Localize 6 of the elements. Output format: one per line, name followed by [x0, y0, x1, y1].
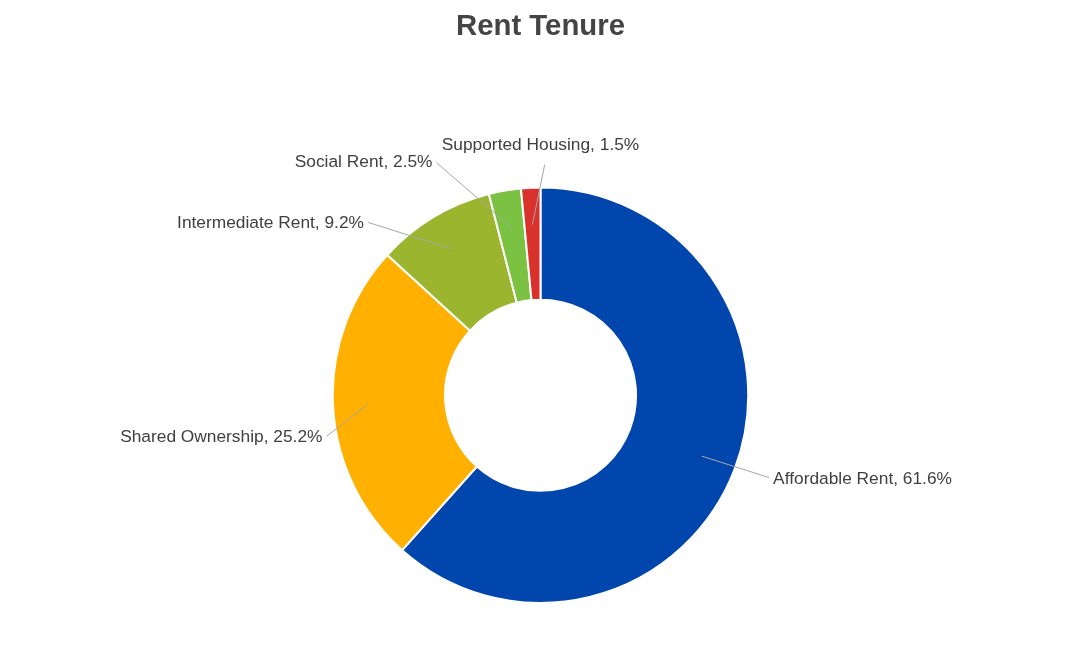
chart-title: Rent Tenure	[456, 7, 625, 41]
slice-label: Affordable Rent, 61.6%	[773, 467, 952, 488]
slice-label: Social Rent, 2.5%	[294, 150, 433, 171]
slice-label: Intermediate Rent, 9.2%	[177, 212, 364, 233]
slice-label: Shared Ownership, 25.2%	[120, 426, 323, 447]
slice-label: Supported Housing, 1.5%	[441, 134, 640, 155]
